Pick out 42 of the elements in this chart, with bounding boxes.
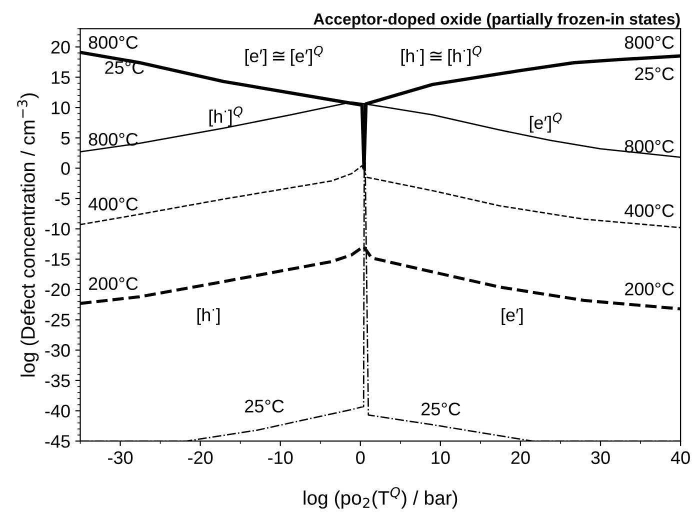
annotation: 200°C bbox=[88, 277, 138, 290]
annotation: 25°C bbox=[245, 400, 284, 413]
y-tick-label: -40 bbox=[45, 404, 70, 418]
annotation: [h$^{·}$]$^{Q}$ bbox=[209, 106, 243, 126]
x-tick-label: -30 bbox=[108, 451, 133, 464]
annotation: [e′]$^{Q}$ bbox=[530, 112, 562, 133]
y-tick-label: 20 bbox=[51, 40, 70, 54]
y-tick-label: -45 bbox=[45, 435, 70, 448]
x-tick-label: 40 bbox=[670, 451, 690, 464]
y-tick-label: -15 bbox=[45, 253, 70, 266]
y-tick-label: -30 bbox=[45, 344, 70, 357]
y-tick-label: 5 bbox=[61, 132, 70, 145]
annotation: 800°C bbox=[624, 140, 674, 153]
x-tick-label: 10 bbox=[432, 451, 450, 464]
y-tick-label: -25 bbox=[45, 314, 70, 327]
y-tick-label: 0 bbox=[61, 162, 70, 175]
annotation: 800°C bbox=[88, 36, 138, 49]
x-tick-label: 0 bbox=[356, 451, 365, 464]
x-tick-label: -20 bbox=[188, 451, 213, 464]
y-tick-label: 10 bbox=[52, 101, 70, 114]
x-axis-title: log (po$_{2}$(T$^{Q}$) / bar) bbox=[304, 487, 458, 509]
x-tick-label: -10 bbox=[268, 451, 293, 464]
annotation: 25°C bbox=[635, 67, 674, 80]
y-axis-title: log (Defect concentration / cm$^{−3}$) bbox=[17, 93, 39, 376]
y-tick-label: -5 bbox=[55, 192, 70, 206]
annotation: 200°C bbox=[625, 282, 674, 296]
annotation: [h$^{·}$] bbox=[197, 308, 220, 325]
annotation: 25°C bbox=[422, 402, 460, 416]
y-tick-label: -10 bbox=[45, 222, 70, 236]
annotation: 800°C bbox=[88, 132, 138, 146]
x-tick-label: 20 bbox=[511, 451, 530, 464]
x-tick-label: 30 bbox=[591, 451, 610, 464]
annotation: 800°C bbox=[624, 36, 674, 49]
annotation: [e′]≅[e′]$^{Q}$ bbox=[245, 46, 323, 66]
annotation: [h$^{·}$]≅[h$^{·}$]$^{Q}$ bbox=[401, 46, 482, 66]
y-tick-label: -35 bbox=[45, 374, 70, 388]
annotation: 400°C bbox=[88, 198, 138, 210]
y-tick-label: -20 bbox=[45, 283, 70, 296]
annotation: [e′] bbox=[502, 308, 523, 325]
y-tick-label: 15 bbox=[52, 71, 70, 84]
chart-title: Acceptor-doped oxide (partially frozen-in states) bbox=[314, 12, 680, 28]
annotation: 400°C bbox=[624, 204, 674, 218]
